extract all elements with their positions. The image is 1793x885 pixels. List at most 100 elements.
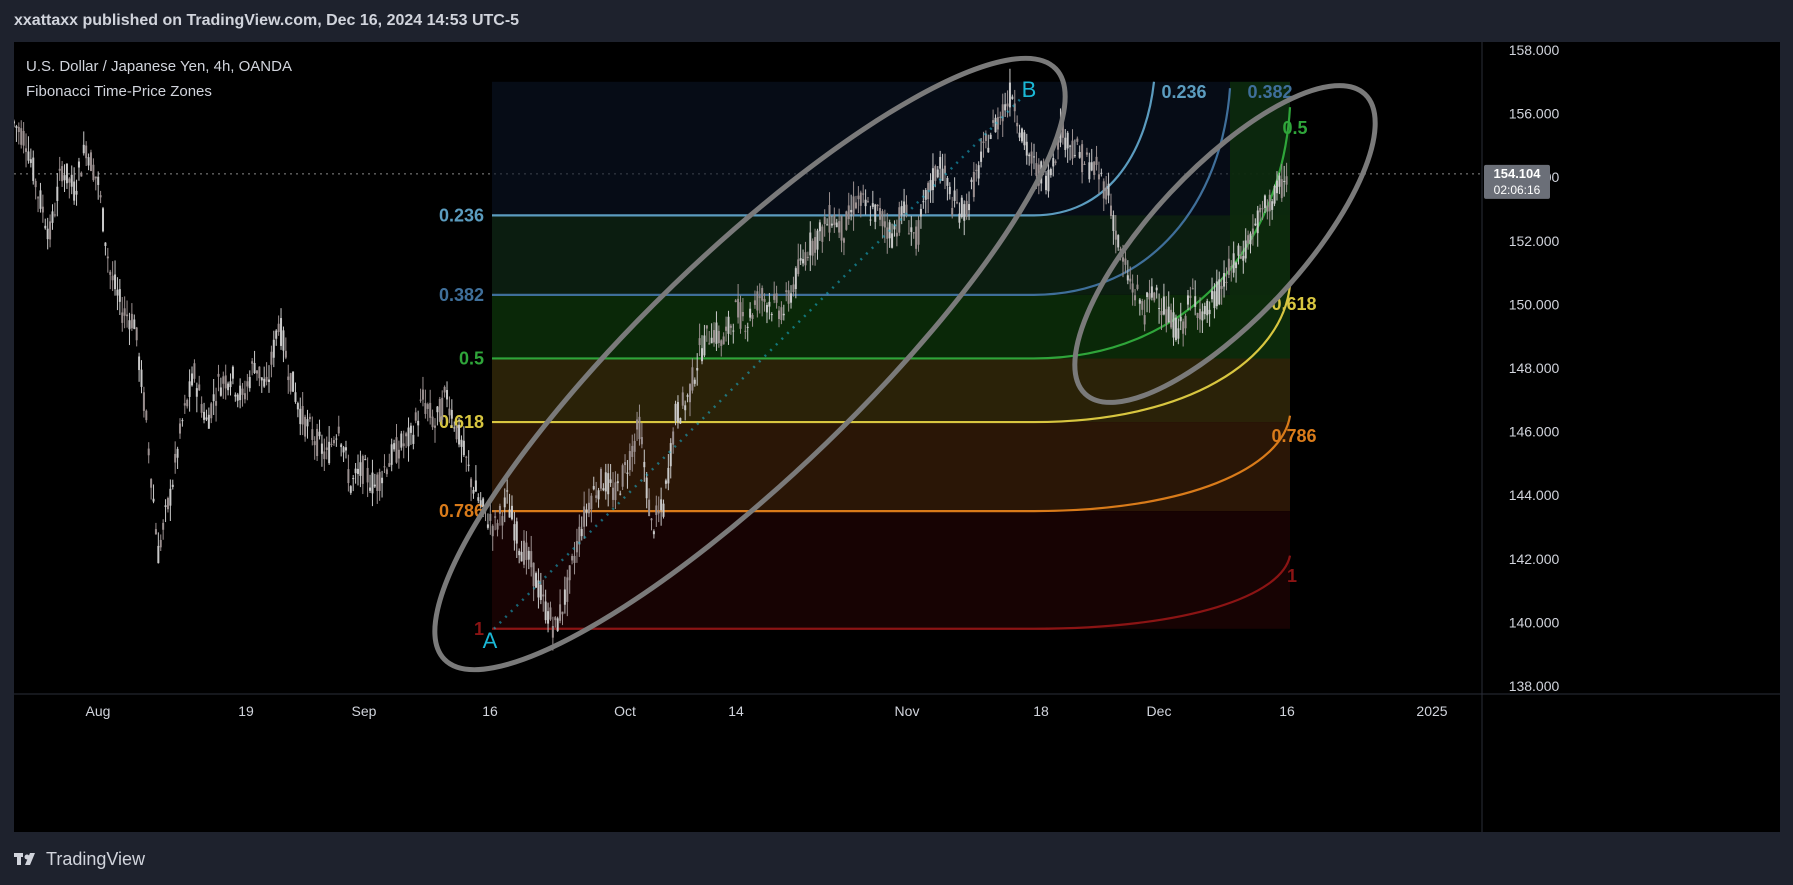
candle-body <box>787 290 790 304</box>
highlight-ellipse[interactable] <box>368 42 1132 738</box>
candle-body <box>1047 169 1050 192</box>
candle-body <box>722 336 725 345</box>
candle-body <box>431 416 434 428</box>
fib-label-right: 0.618 <box>1271 294 1316 314</box>
candle-body <box>443 386 446 393</box>
candle-body <box>616 481 619 484</box>
candle-body <box>679 418 682 424</box>
candle-body <box>1071 140 1074 159</box>
candle-body <box>178 423 181 434</box>
candle-body <box>881 211 884 227</box>
candle-body <box>640 437 643 445</box>
price-tick-label: 140.000 <box>1509 614 1560 630</box>
candle-body <box>575 541 578 553</box>
candle-body <box>527 550 530 560</box>
candle-body <box>737 298 740 318</box>
price-chart[interactable]: 158.000156.000154.000152.000150.000148.0… <box>14 42 1780 832</box>
candle-body <box>515 521 518 544</box>
candle-body <box>489 513 492 521</box>
candle-body <box>660 499 663 511</box>
candle-body <box>568 565 571 581</box>
candle-body <box>138 356 141 371</box>
candle-body <box>366 467 369 483</box>
fib-level-line[interactable] <box>492 88 1232 296</box>
candle-body <box>1235 262 1238 269</box>
candle-body <box>328 441 331 464</box>
candle-body <box>549 607 552 620</box>
candle-body <box>1117 235 1120 248</box>
candle-body <box>1122 257 1125 262</box>
candle-body <box>340 444 343 448</box>
tradingview-logo-icon[interactable] <box>14 851 40 867</box>
candle-body <box>539 584 542 600</box>
candle-body <box>905 204 908 216</box>
candle-body <box>958 213 961 223</box>
time-tick-label: 14 <box>728 703 744 719</box>
candle-body <box>292 371 295 392</box>
candle-body <box>948 186 951 195</box>
fib-label-right: 0.236 <box>1161 82 1206 102</box>
candle-body <box>520 551 523 562</box>
candle-body <box>739 302 742 329</box>
candle-body <box>963 204 966 221</box>
candle-body <box>624 462 627 466</box>
candle-body <box>205 417 208 420</box>
candle-body <box>1271 201 1274 210</box>
candle-body <box>847 205 850 220</box>
candle-body <box>561 611 564 615</box>
candle-body <box>903 201 906 214</box>
fib-zone-fill <box>492 358 1290 423</box>
fib-level-line[interactable] <box>492 285 1292 424</box>
candle-body <box>212 394 215 402</box>
candle-body <box>578 526 581 545</box>
candle-body <box>417 420 420 426</box>
fib-level-line[interactable] <box>492 81 1156 217</box>
candle-body <box>727 316 730 334</box>
candle-body <box>915 226 918 249</box>
candle-body <box>203 411 206 420</box>
fib-level-line[interactable] <box>492 415 1292 513</box>
candle-body <box>862 193 865 195</box>
candle-body <box>691 367 694 391</box>
candle-body <box>989 134 992 139</box>
candle-body <box>1100 172 1103 174</box>
candle-body <box>277 323 280 333</box>
current-price-badge <box>1484 164 1550 199</box>
candle-body <box>1049 169 1052 176</box>
candle-body <box>876 204 879 207</box>
candle-body <box>551 626 554 638</box>
anchor-a-label: A <box>483 628 498 653</box>
candle-body <box>458 424 461 445</box>
candle-body <box>465 456 468 458</box>
candle-body <box>1160 310 1163 316</box>
candle-body <box>696 367 699 371</box>
candle-body <box>1023 132 1026 146</box>
candle-body <box>1114 230 1117 240</box>
candle-body <box>1150 286 1153 298</box>
candle-body <box>674 403 677 421</box>
symbol-title[interactable]: U.S. Dollar / Japanese Yen, 4h, OANDA <box>26 58 292 75</box>
candle-body <box>159 539 162 548</box>
candle-body <box>826 224 829 226</box>
candle-body <box>359 462 362 476</box>
candle-body <box>619 493 622 495</box>
candle-body <box>1020 128 1023 142</box>
candle-body <box>662 503 665 517</box>
footer-brand[interactable]: TradingView <box>46 848 146 869</box>
chart-pane[interactable]: 158.000156.000154.000152.000150.000148.0… <box>14 42 1780 832</box>
indicator-title[interactable]: Fibonacci Time-Price Zones <box>26 83 212 100</box>
candle-body <box>39 190 42 209</box>
highlight-ellipse[interactable] <box>1030 43 1419 445</box>
fib-level-line[interactable] <box>492 555 1292 630</box>
candle-body <box>1011 96 1014 99</box>
candle-body <box>785 290 788 292</box>
candle-body <box>1191 288 1194 290</box>
candle-body <box>782 313 785 316</box>
candle-body <box>1177 328 1180 339</box>
candle-body <box>708 343 711 345</box>
candle-body <box>508 509 511 518</box>
candle-body <box>222 376 225 384</box>
candle-body <box>29 159 32 163</box>
candle-body <box>157 545 160 564</box>
candle-body <box>703 335 706 356</box>
